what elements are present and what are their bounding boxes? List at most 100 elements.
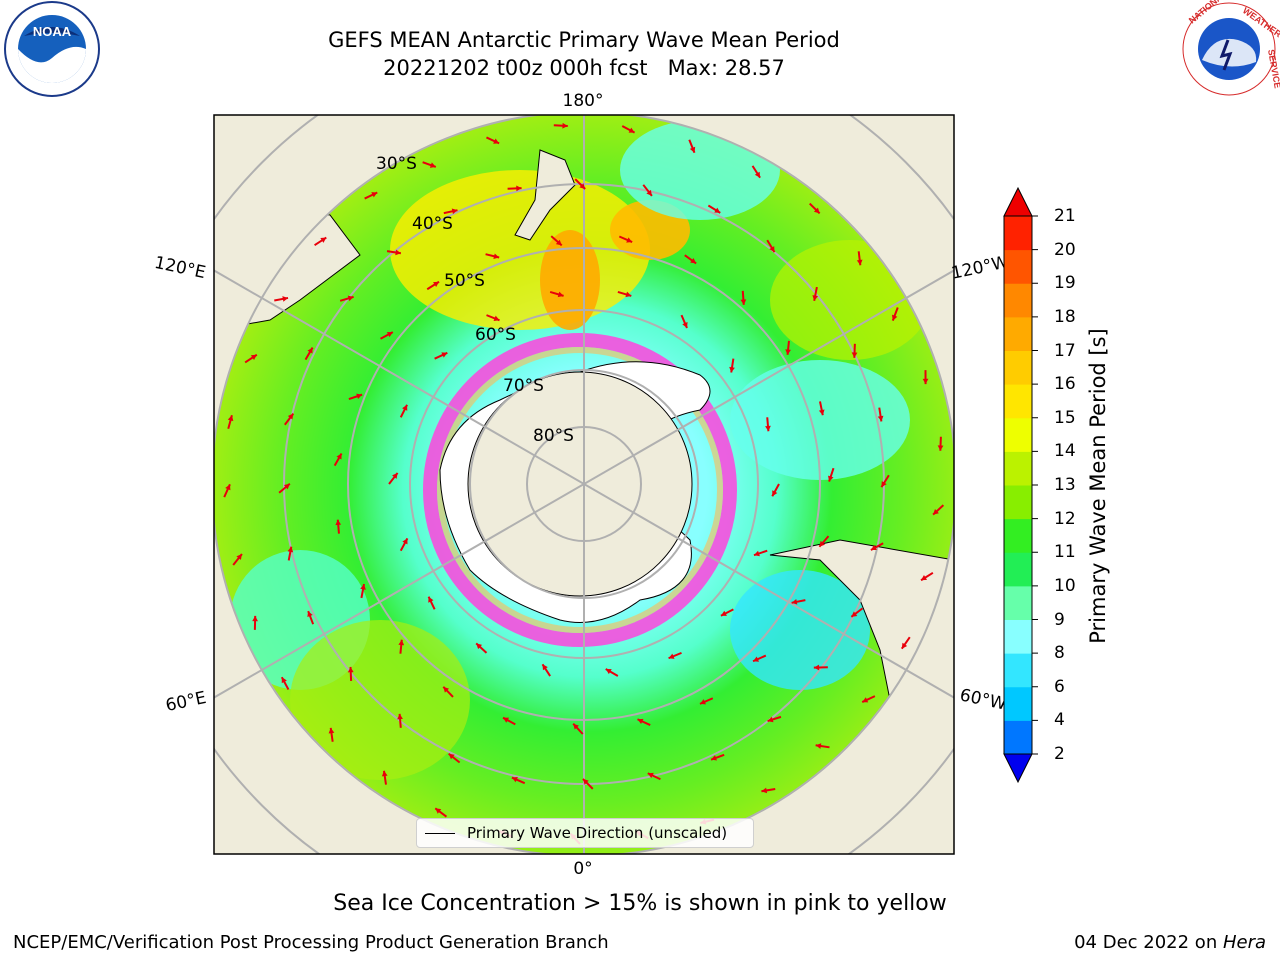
colorbar-extend-high xyxy=(1003,186,1033,217)
legend-line-swatch xyxy=(425,832,455,834)
wave-arrow-head xyxy=(435,808,442,814)
wave-arrow-head xyxy=(818,409,825,416)
wave-arrow-head xyxy=(250,354,257,361)
wave-arrow-head xyxy=(307,347,313,354)
lat-label-70s: 70°S xyxy=(503,376,544,396)
wave-arrow-head xyxy=(921,575,928,581)
wave-arrow-head xyxy=(392,472,398,479)
wave-arrow-head xyxy=(877,415,884,422)
wave-arrow-head xyxy=(503,717,510,723)
wave-arrow-head xyxy=(870,544,877,550)
wave-arrow-head xyxy=(227,415,234,422)
colorbar-segment xyxy=(1004,384,1032,419)
colorbar-tick-label: 16 xyxy=(1054,374,1076,395)
wave-arrow-head xyxy=(765,425,771,432)
colorbar-segment xyxy=(1004,653,1032,688)
wave-arrow-head xyxy=(225,484,231,491)
wave-arrow-head xyxy=(625,291,632,298)
wave-arrow-head xyxy=(815,743,822,749)
sea-ice-caption: Sea Ice Concentration > 15% is shown in … xyxy=(333,891,947,916)
colorbar-tick-label: 14 xyxy=(1054,441,1076,462)
colorbar-tick-label: 21 xyxy=(1054,206,1076,226)
mid-period-zone xyxy=(290,620,470,780)
meridian-line xyxy=(214,269,954,699)
colorbar-segment xyxy=(1004,216,1032,251)
wave-arrow-head xyxy=(881,481,887,488)
wave-arrow-head xyxy=(236,554,242,560)
lat-label-80s: 80°S xyxy=(533,426,574,446)
wave-arrow-head xyxy=(690,257,697,264)
wave-arrow-head xyxy=(451,208,458,215)
sea-ice-edge xyxy=(423,333,737,647)
lon-label-60e: 60°E xyxy=(164,688,208,716)
wave-arrow-head xyxy=(753,656,760,662)
colorbar-segment xyxy=(1004,686,1032,721)
colorbar-tick-label: 10 xyxy=(1054,575,1076,596)
wave-arrow-head xyxy=(851,352,858,358)
colorbar-tick-label: 18 xyxy=(1054,306,1076,327)
colorbar-segment xyxy=(1004,417,1032,452)
colorbar-tick-label: 2 xyxy=(1054,744,1065,764)
chart-title: GEFS MEAN Antarctic Primary Wave Mean Pe… xyxy=(0,26,1168,82)
wave-arrow-head xyxy=(402,538,408,545)
wave-arrow-head xyxy=(252,615,258,622)
wave-arrow-head xyxy=(360,584,366,590)
wave-arrow-head xyxy=(856,259,863,266)
wave-arrow-head xyxy=(891,314,898,321)
colorbar-segment xyxy=(1004,619,1032,654)
wave-arrow-head xyxy=(371,192,378,198)
wave-arrow-head xyxy=(557,291,564,298)
wave-arrow-head xyxy=(493,138,500,144)
wave-arrow-head xyxy=(767,716,774,723)
wave-arrow-head xyxy=(336,453,342,460)
wave-arrow-head xyxy=(605,669,612,675)
colorbar-tick-label: 15 xyxy=(1054,407,1076,428)
wave-arrow-head xyxy=(398,639,405,646)
wave-arrow-head xyxy=(769,246,775,253)
wave-arrow-head xyxy=(699,699,706,705)
footer-host: Hera xyxy=(1222,932,1266,953)
colorbar-segment xyxy=(1004,518,1032,553)
wave-arrow-head xyxy=(682,322,688,329)
wave-arrow-head xyxy=(668,653,675,659)
colorbar-segment xyxy=(1004,451,1032,486)
wave-arrow-head xyxy=(729,366,735,373)
antarctic-interior xyxy=(467,371,693,597)
colorbar-tick-label: 4 xyxy=(1054,710,1065,731)
wave-arrow-head xyxy=(791,598,798,605)
wave-arrow-head xyxy=(933,508,939,515)
wave-arrow-head xyxy=(542,664,548,671)
title-line-1: GEFS MEAN Antarctic Primary Wave Mean Pe… xyxy=(328,28,840,52)
wave-arrow-head xyxy=(819,540,825,547)
low-period-zone xyxy=(730,360,910,480)
wave-arrow-head xyxy=(281,677,287,684)
lon-label-0: 0° xyxy=(573,859,592,879)
wave-arrow-head xyxy=(328,727,335,734)
wave-arrow-head xyxy=(555,239,562,246)
wave-arrow-head xyxy=(287,546,294,553)
footer-date: 04 Dec 2022 on Hera xyxy=(1074,932,1266,953)
map-frame xyxy=(213,114,955,855)
wave-arrow-head xyxy=(381,770,388,777)
footer-branch: NCEP/EMC/Verification Post Processing Pr… xyxy=(13,932,609,953)
wave-arrow-head xyxy=(646,189,652,196)
wave-arrow-head xyxy=(720,610,727,616)
title-line-2: 20221202 t00z 000h fcst Max: 28.57 xyxy=(383,56,785,80)
colorbar-extend-low xyxy=(1003,753,1033,784)
colorbar-segment xyxy=(1004,720,1032,755)
graticule xyxy=(214,115,954,854)
colorbar-segment xyxy=(1004,350,1032,385)
land-new-zealand xyxy=(514,149,576,241)
wave-arrow-head xyxy=(901,642,908,649)
svg-text:NOAA: NOAA xyxy=(33,24,72,39)
wave-arrow-head xyxy=(283,483,290,490)
wave-arrow-head xyxy=(628,127,635,133)
map-legend: Primary Wave Direction (unscaled) xyxy=(416,818,754,848)
wave-arrow-head xyxy=(922,378,929,385)
wave-arrow-head xyxy=(647,772,654,779)
wave-arrow-head xyxy=(714,207,721,213)
wave-arrow-head xyxy=(579,183,586,189)
lat-label-30s: 30°S xyxy=(376,154,417,174)
wave-arrow-head xyxy=(429,162,436,168)
